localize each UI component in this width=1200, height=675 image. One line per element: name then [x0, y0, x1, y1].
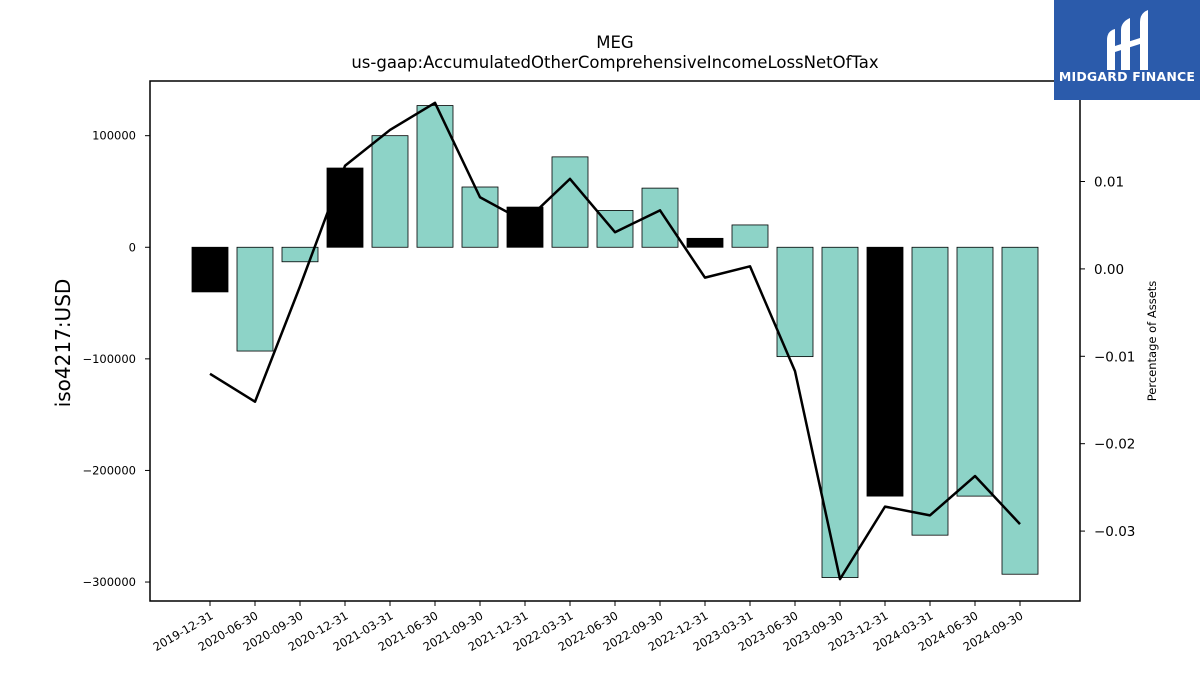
y-tick-label: −100000 [82, 352, 136, 366]
bar-2023-12-31 [866, 246, 904, 497]
y-axis-label: iso4217:USD [51, 279, 75, 408]
bar-2023-09-30 [821, 246, 859, 578]
bar-2023-06-30 [776, 246, 814, 358]
midgard-logo-icon [1107, 10, 1148, 70]
y2-axis: 0.01 0.00 −0.01 −0.02 −0.03 [1080, 175, 1135, 540]
chart-title: MEG [596, 33, 633, 52]
bar-2021-03-31 [371, 135, 409, 248]
line-layer [209, 101, 1021, 581]
y2-tick-label: −0.01 [1094, 349, 1135, 365]
bar-2022-03-31 [551, 156, 589, 248]
y2-tick-label: 0.00 [1094, 262, 1124, 278]
bar-2020-12-31 [326, 167, 364, 248]
y-tick-label: 0 [129, 240, 136, 254]
bar-2023-03-31 [731, 224, 769, 248]
y-tick-label: 100000 [92, 129, 136, 143]
bars-layer [191, 105, 1039, 578]
bar-2020-06-30 [236, 246, 274, 352]
bar-2022-12-31 [686, 237, 724, 248]
bar-2022-09-30 [641, 187, 679, 248]
y2-tick-label: 0.01 [1094, 175, 1124, 191]
logo-text: MIDGARD FINANCE [1058, 69, 1196, 84]
y2-axis-label: Percentage of Assets [1145, 281, 1159, 402]
bar-2024-03-31 [911, 246, 949, 536]
chart-subtitle: us-gaap:AccumulatedOtherComprehensiveInc… [351, 53, 879, 72]
y2-tick-label: −0.02 [1094, 437, 1135, 453]
bar-2019-12-31 [191, 246, 229, 293]
line-series [209, 101, 1021, 581]
y-tick-label: −300000 [82, 575, 136, 589]
bar-2024-06-30 [956, 246, 994, 497]
midgard-finance-logo: MIDGARD FINANCE [1054, 0, 1200, 100]
x-axis: 2019-12-312020-06-302020-09-302020-12-31… [151, 601, 1026, 654]
y-tick-label: −200000 [82, 463, 136, 477]
y-axis: 100000 0 −100000 −200000 −300000 [82, 129, 150, 589]
bar-2024-09-30 [1001, 246, 1039, 575]
bar-2021-12-31 [506, 206, 544, 248]
y2-tick-label: −0.03 [1094, 524, 1135, 540]
bar-2020-09-30 [281, 246, 319, 263]
